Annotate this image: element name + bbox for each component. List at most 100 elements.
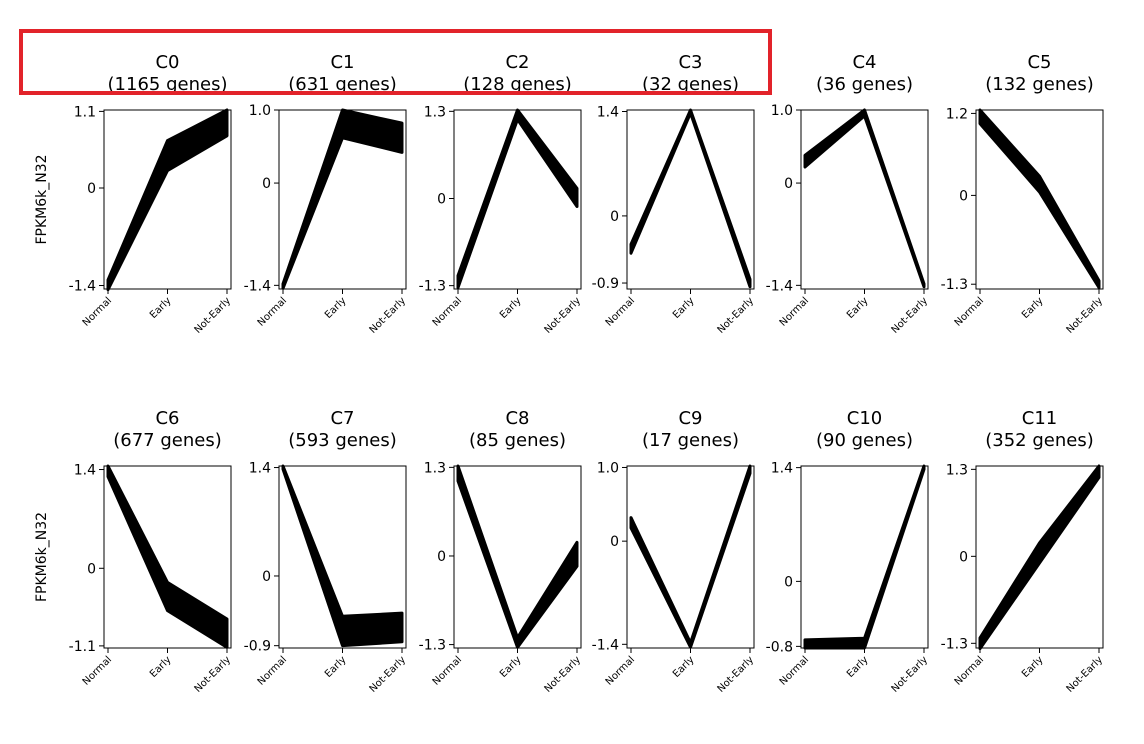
panel-title: C10	[847, 408, 882, 429]
x-tick-label: Early	[671, 654, 697, 680]
y-tick-label: -0.9	[244, 639, 271, 655]
y-tick-label: -1.3	[941, 636, 968, 652]
expression-band	[803, 108, 926, 289]
x-tick-label: Not-Early	[890, 654, 931, 695]
y-tick-label: 1.4	[249, 461, 271, 477]
expression-band	[978, 108, 1101, 290]
x-tick-label: Not-Early	[1065, 654, 1106, 695]
y-tick-label: 0	[784, 574, 793, 590]
x-tick-label: Not-Early	[1065, 295, 1106, 336]
panel-subtitle: (36 genes)	[816, 74, 913, 95]
axes-frame	[453, 465, 582, 649]
cluster-panel-c11: C11(352 genes) 1.3 0 -1.3 Normal Early Not-Ear…	[941, 408, 1106, 695]
x-tick-label: Not-Early	[543, 295, 584, 336]
y-tick-label: 0	[437, 549, 446, 565]
x-tick-label: Not-Early	[716, 654, 757, 695]
axes-frame	[626, 109, 755, 290]
y-tick-label: -1.4	[592, 637, 619, 653]
x-tick-label: Normal	[604, 654, 637, 687]
y-tick-label: -1.3	[419, 638, 446, 654]
x-tick-label: Not-Early	[368, 295, 409, 336]
panel-subtitle: (1165 genes)	[108, 74, 228, 95]
y-tick-label: -1.4	[766, 278, 793, 294]
panel-subtitle: (128 genes)	[463, 74, 571, 95]
y-tick-label: 0	[262, 176, 271, 192]
panel-subtitle: (593 genes)	[288, 430, 396, 451]
y-tick-label: 1.2	[946, 106, 968, 122]
x-tick-label: Early	[498, 654, 524, 680]
x-tick-label: Early	[845, 654, 871, 680]
expression-band	[803, 464, 926, 650]
x-tick-label: Early	[1020, 654, 1046, 680]
x-tick-label: Not-Early	[193, 295, 234, 336]
y-tick-label: 1.3	[946, 462, 968, 478]
panel-title: C8	[505, 408, 529, 429]
y-tick-label: 1.0	[249, 103, 271, 119]
x-tick-label: Normal	[953, 654, 986, 687]
expression-band	[456, 464, 579, 649]
y-tick-label: 1.3	[424, 460, 446, 476]
panel-title: C7	[330, 408, 354, 429]
y-tick-label: 0	[262, 569, 271, 585]
y-tick-label: 1.4	[597, 104, 619, 120]
x-tick-label: Early	[1020, 295, 1046, 321]
y-tick-label: 0	[87, 181, 96, 197]
axes-frame	[453, 109, 582, 290]
y-tick-label: -1.3	[941, 277, 968, 293]
y-tick-label: -0.9	[592, 276, 619, 292]
x-tick-label: Normal	[81, 654, 114, 687]
panel-subtitle: (631 genes)	[288, 74, 396, 95]
panel-subtitle: (90 genes)	[816, 430, 913, 451]
axes-frame	[800, 109, 929, 290]
panel-title: C1	[330, 52, 354, 73]
y-tick-label: 0	[437, 191, 446, 207]
y-tick-label: 1.0	[597, 460, 619, 476]
expression-band	[629, 108, 752, 289]
panel-title: C0	[155, 52, 179, 73]
x-tick-label: Early	[498, 295, 524, 321]
expression-band	[456, 108, 579, 290]
panel-title: C5	[1027, 52, 1051, 73]
x-tick-label: Not-Early	[543, 654, 584, 695]
expression-band	[281, 108, 404, 290]
x-tick-label: Not-Early	[716, 295, 757, 336]
x-tick-label: Normal	[256, 654, 289, 687]
expression-band	[978, 464, 1101, 651]
y-tick-label: 0	[610, 209, 619, 225]
expression-band	[281, 464, 404, 648]
x-tick-label: Early	[671, 295, 697, 321]
y-tick-label: 0	[784, 176, 793, 192]
x-tick-label: Normal	[778, 295, 811, 328]
y-tick-label: 0	[610, 534, 619, 550]
y-tick-label: -1.4	[244, 278, 271, 294]
y-tick-label: 1.4	[771, 461, 793, 477]
panel-title: C2	[505, 52, 529, 73]
panel-title: C3	[678, 52, 702, 73]
x-tick-label: Early	[323, 295, 349, 321]
cluster-panel-c5: C5(132 genes) 1.2 0 -1.3 Normal Early Not-Earl…	[941, 52, 1106, 336]
panel-title: C4	[852, 52, 876, 73]
x-tick-label: Not-Early	[193, 654, 234, 695]
expression-band	[106, 108, 229, 292]
y-tick-label: 1.4	[74, 463, 96, 479]
expression-band	[629, 464, 752, 649]
y-tick-label: 1.0	[771, 103, 793, 119]
y-tick-label: 0	[959, 549, 968, 565]
y-axis-label: FPKM6k_N32	[34, 154, 50, 244]
x-tick-label: Normal	[953, 295, 986, 328]
y-tick-label: 0	[87, 561, 96, 577]
highlight-box	[19, 29, 772, 95]
panel-title: C9	[678, 408, 702, 429]
y-axis-label: FPKM6k_N32	[34, 512, 50, 602]
panel-subtitle: (32 genes)	[642, 74, 739, 95]
x-tick-label: Not-Early	[890, 295, 931, 336]
panel-subtitle: (17 genes)	[642, 430, 739, 451]
panel-title: C6	[155, 408, 179, 429]
x-tick-label: Normal	[256, 295, 289, 328]
